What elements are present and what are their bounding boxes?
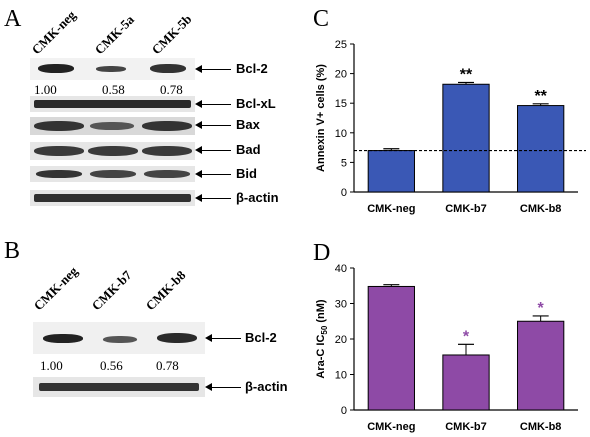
significance-mark: *	[463, 328, 470, 345]
blot-bad	[30, 142, 195, 160]
y-tick-label: 10	[335, 370, 347, 382]
x-tick-label: CMK-neg	[367, 203, 415, 215]
lane-label: CMK-5b	[148, 11, 195, 58]
y-tick-label: 20	[335, 334, 347, 346]
arrow	[205, 334, 241, 342]
arrow	[195, 100, 231, 108]
blot-label: Bad	[236, 142, 261, 157]
ratio-value: 1.00	[40, 358, 63, 373]
blot-label: Bcl-2	[236, 61, 268, 76]
y-axis-label: Ara-C IC50 (nM)	[315, 299, 329, 379]
bar	[367, 285, 415, 411]
bar	[442, 83, 490, 193]
lane-label: CMK-neg	[28, 7, 79, 58]
ratio-value: 0.58	[102, 82, 125, 97]
y-tick-label: 30	[335, 299, 347, 311]
y-tick-label: 0	[341, 405, 347, 417]
blot-bid	[30, 166, 195, 182]
blot-bclxl	[30, 96, 195, 112]
blot-bcl2	[33, 322, 205, 354]
bar	[442, 354, 490, 411]
bar	[517, 105, 565, 193]
y-tick-label: 15	[335, 98, 347, 110]
arrow	[195, 194, 231, 202]
significance-mark: **	[460, 66, 473, 83]
lane-label: CMK-b8	[142, 267, 189, 314]
chart-c: 0 5 10 15 20 25 Annexin V+ cells (%) CMK-neg CMK…	[315, 39, 586, 215]
y-tick-label: 25	[335, 39, 347, 51]
blot-beta-actin	[33, 377, 205, 397]
blot-label: β-actin	[236, 190, 279, 205]
y-tick-label: 0	[341, 187, 347, 199]
arrow	[195, 146, 231, 154]
bar	[367, 150, 415, 193]
significance-mark: **	[534, 88, 547, 105]
y-tick-label: 10	[335, 128, 347, 140]
significance-mark: *	[538, 300, 545, 317]
y-tick-label: 40	[335, 263, 347, 275]
panel-letter-a: A	[4, 6, 22, 32]
blot-label: Bcl-2	[245, 330, 277, 345]
ratio-value: 0.78	[156, 358, 179, 373]
lane-label: CMK-5a	[91, 11, 138, 58]
ratio-value: 1.00	[34, 82, 57, 97]
blot-bcl2	[30, 58, 195, 80]
x-tick-label: CMK-neg	[367, 421, 415, 433]
blot-label: Bcl-xL	[236, 96, 276, 111]
x-tick-label: CMK-b7	[445, 421, 487, 433]
y-tick-label: 20	[335, 69, 347, 81]
panel-letter-c: C	[313, 6, 330, 32]
panel-letter-d: D	[313, 240, 331, 266]
arrow	[195, 65, 231, 73]
chart-d: 0 10 20 30 40 Ara-C IC50 (nM) CMK-neg CMK-b7 * CM…	[315, 263, 578, 433]
blot-label: Bid	[236, 166, 257, 181]
ratio-value: 0.78	[160, 82, 183, 97]
x-tick-label: CMK-b7	[445, 203, 487, 215]
arrow	[195, 170, 231, 178]
blot-label: β-actin	[245, 379, 288, 394]
bar	[517, 320, 565, 411]
lane-label: CMK-b7	[88, 267, 135, 314]
blot-beta-actin	[30, 190, 195, 206]
arrow	[195, 121, 231, 129]
panel-letter-b: B	[4, 238, 21, 264]
x-tick-label: CMK-b8	[520, 203, 562, 215]
y-tick-label: 5	[341, 157, 347, 169]
arrow	[205, 383, 241, 391]
x-tick-label: CMK-b8	[520, 421, 562, 433]
lane-label: CMK-neg	[30, 263, 81, 314]
blot-label: Bax	[236, 117, 260, 132]
y-axis-label: Annexin V+ cells (%)	[315, 64, 327, 172]
blot-bax	[30, 117, 195, 135]
ratio-value: 0.56	[100, 358, 123, 373]
